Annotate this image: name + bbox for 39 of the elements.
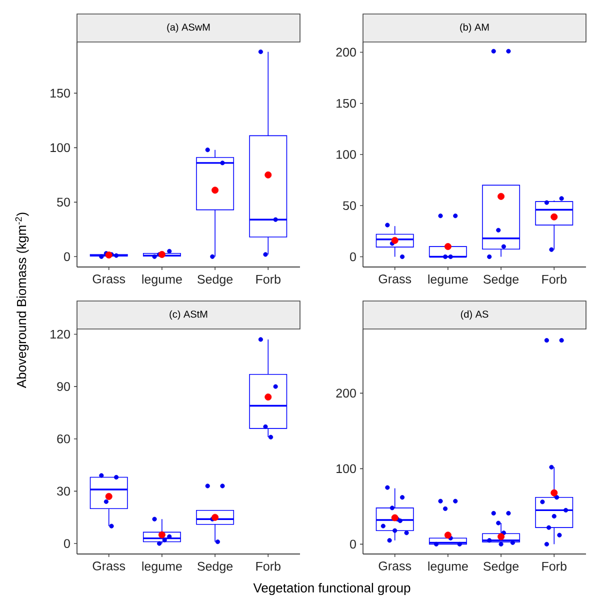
x-tick-label: Grass	[92, 562, 126, 570]
x-tick-label: Grass	[378, 274, 412, 284]
x-tick-label: Sedge	[484, 274, 519, 286]
y-tick-label: 60	[57, 434, 70, 444]
y-tick-label: 100	[336, 150, 356, 159]
x-tick-label: legume	[428, 562, 468, 574]
x-tick-label: Forb	[256, 562, 280, 571]
y-tick-label: 0	[64, 252, 70, 262]
x-tick-label: Sedge	[198, 274, 233, 286]
chart-title: (c) AStM	[170, 310, 208, 320]
x-tick-label: Forb	[542, 562, 566, 571]
y-tick-label: 100	[336, 464, 356, 474]
y-axis-title: Aboveground Biomass (kgm$^{-2}$)	[15, 212, 29, 388]
x-tick-label: Sedge	[484, 562, 519, 574]
y-tick-label: 90	[57, 382, 70, 391]
y-tick-label: 120	[50, 330, 70, 339]
x-tick-label: Forb	[256, 274, 280, 284]
y-tick-label: 30	[57, 486, 70, 496]
chart-title: (b) AM	[460, 23, 489, 33]
x-tick-label: legume	[428, 274, 468, 286]
x-tick-label: Forb	[542, 274, 566, 284]
x-tick-label: Grass	[92, 274, 126, 284]
x-tick-label: legume	[142, 274, 182, 286]
x-tick-label: Grass	[378, 562, 412, 570]
y-tick-label: 200	[336, 388, 356, 398]
x-tick-label: legume	[142, 562, 182, 574]
y-tick-label: 0	[64, 539, 70, 548]
y-tick-label: 50	[57, 198, 70, 207]
chart-title: (a) ASwM	[167, 23, 210, 33]
y-tick-label: 150	[336, 98, 356, 108]
y-tick-label: 150	[50, 88, 70, 98]
chart-title: (d) AS	[460, 310, 488, 320]
x-tick-label: Sedge	[198, 562, 233, 574]
y-tick-label: 100	[50, 143, 70, 152]
y-tick-label: 0	[350, 252, 356, 262]
y-tick-label: 50	[343, 201, 356, 210]
x-axis-title: Vegetation functional group	[253, 582, 410, 596]
y-tick-label: 200	[336, 48, 356, 57]
y-tick-label: 0	[350, 540, 356, 549]
